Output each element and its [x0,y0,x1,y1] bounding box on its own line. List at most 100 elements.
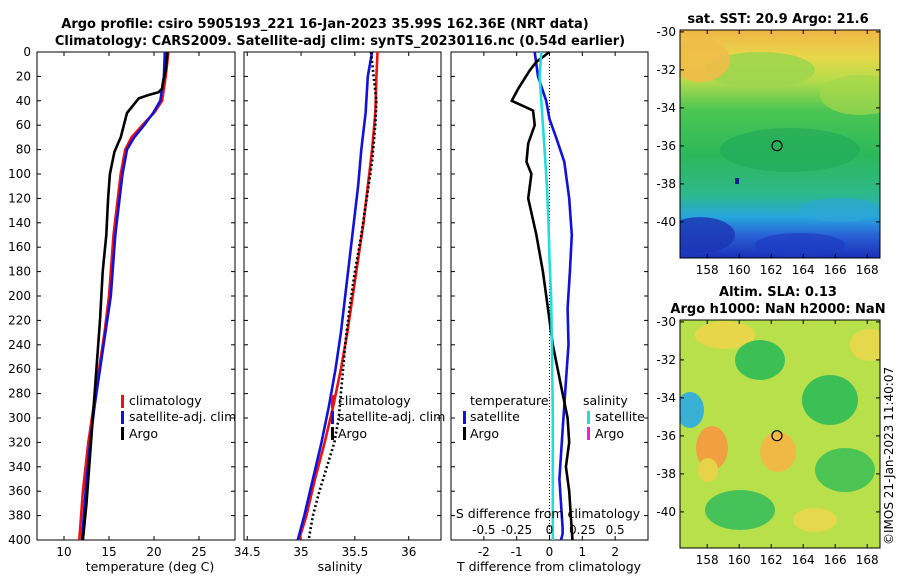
map-x-tick-label: 162 [760,553,783,567]
map-y-tick-label: -32 [656,63,676,77]
map-y-tick-label: -30 [656,315,676,329]
map-y-tick-label: -40 [656,215,676,229]
sla-high-patch [760,432,796,472]
legend-label-argo: Argo [338,426,367,441]
difference-xlabel: T difference from climatology [456,559,642,574]
series-line-argo [307,51,378,541]
map-y-tick-label: -36 [656,139,676,153]
sla-low-patch [802,375,858,425]
legend-swatch-climatology [331,395,334,408]
sst-warm-patch [680,38,730,82]
series-line-argo [81,51,169,541]
argo-location-marker [771,140,783,152]
credit-timestamp: ©IMOS 21-Jan-2023 11:40:07 [882,367,896,545]
y-tick-label: 220 [8,313,31,327]
sla-low-patch [705,490,775,530]
sla-low-patch [735,340,785,380]
legend-label-argo: Argo [129,426,158,441]
s-diff-tick-label: 0.5 [606,523,625,537]
legend-label-satellite: satellite-adj. clim [338,409,445,424]
y-tick-label: 260 [8,362,31,376]
y-tick-label: 140 [8,216,31,230]
legend-swatch-temp-satellite [463,411,466,424]
y-tick-label: 340 [8,460,31,474]
sla-map: Altim. SLA: 0.13 Argo h1000: NaN h2000: … [656,285,885,567]
y-tick-label: 280 [8,387,31,401]
series-line-salinity-satellite [538,51,555,540]
salinity-depth-ticks [244,51,441,541]
sst-warm-patch [705,52,815,88]
x-tick-label: 34.5 [234,545,261,559]
y-tick-label: 360 [8,484,31,498]
sst-map-frame [679,29,881,259]
salinity-difference-label: S difference from climatology [456,506,641,521]
legend-label-sal-argo: Argo [595,426,624,441]
temperature-lines [78,51,170,541]
legend-swatch-temp-argo [463,427,466,440]
x-tick-label: 36 [401,545,416,559]
map-x-tick-label: 164 [792,263,815,277]
salinity-lines [296,51,379,541]
x-tick-label: 1 [579,545,587,559]
legend-swatch-satellite [121,411,124,424]
sla-low-patch [815,448,875,492]
sst-cold-patch [680,217,735,253]
legend-label-satellite: satellite-adj. clim [129,409,236,424]
legend-swatch-argo [331,427,334,440]
map-y-tick-label: -40 [656,505,676,519]
argo-location-marker [771,430,783,442]
series-line-temperature-argo [510,50,574,541]
y-tick-label: 300 [8,411,31,425]
temperature-axes-box [36,51,236,541]
sla-low-patch [680,392,704,428]
salinity-difference-scale: -0.5 -0.25 0 0.25 0.5 [472,523,625,537]
map-x-tick-label: 166 [824,263,847,277]
sst-map: sat. SST: 20.9 Argo: 21.6 158 160 162 164 16… [656,12,881,277]
map-y-tick-label: -32 [656,353,676,367]
legend-header-salinity: salinity [583,393,628,408]
y-tick-label: 120 [8,191,31,205]
legend-label-climatology: climatology [338,393,411,408]
y-tick-label: 200 [8,289,31,303]
y-tick-label: 0 [23,45,31,59]
legend-swatch-climatology [121,395,124,408]
map-y-tick-label: -36 [656,429,676,443]
temperature-panel: 0 20 40 60 80 100 120 140 160 180 200 220 240 260 280 3… [8,45,236,574]
map-x-tick-label: 164 [792,553,815,567]
map-y-tick-label: -34 [656,391,676,405]
map-x-tick-label: 168 [856,553,879,567]
salinity-x-axis: 34.5 35 35.5 36 [234,52,416,559]
sst-warm-patch [820,75,880,115]
y-tick-label: 60 [16,118,31,132]
series-line-satellite-adj-clim [296,51,374,541]
x-tick-label: 35 [293,545,308,559]
sla-high-patch [850,329,880,361]
map-y-tick-label: -34 [656,101,676,115]
x-tick-label: -2 [478,545,490,559]
y-tick-label: 180 [8,265,31,279]
y-tick-label: 400 [8,533,31,547]
y-tick-label: 160 [8,240,31,254]
difference-depth-ticks [451,51,648,541]
series-line-climatology [297,51,379,541]
sst-cool-patch [800,198,880,222]
salinity-axes-box [243,51,442,541]
legend-label-temp-satellite: satellite [470,409,520,424]
x-tick-label: 20 [146,545,161,559]
legend-label-sal-satellite: satellite [595,409,645,424]
y-tick-label: 80 [16,143,31,157]
sla-map-frame [679,319,881,549]
sla-map-title-1: Altim. SLA: 0.13 [719,285,837,300]
salinity-legend: climatology satellite-adj. clim Argo [331,393,445,441]
s-diff-tick-label: 0 [546,523,554,537]
x-tick-label: -1 [511,545,523,559]
y-tick-label: 380 [8,509,31,523]
sst-cool-patch [720,128,860,172]
sla-high-patch [793,508,837,532]
y-tick-label: 40 [16,94,31,108]
map-y-tick-label: -30 [656,25,676,39]
sst-cold-patch [755,233,845,257]
legend-label-climatology: climatology [129,393,202,408]
x-tick-label: 0 [546,545,554,559]
